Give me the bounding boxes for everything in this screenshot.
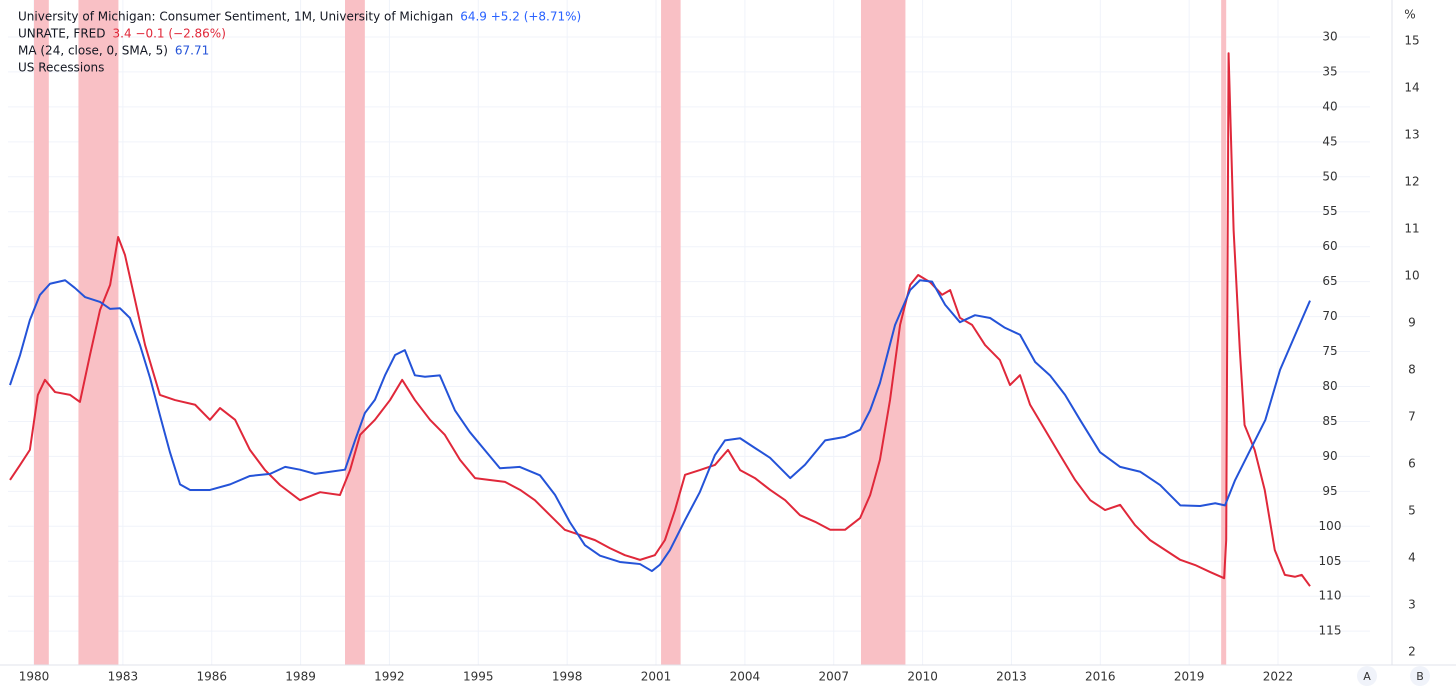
legend-label: UNRATE, FRED [18, 27, 106, 41]
x-tick-label: 1992 [374, 670, 405, 684]
x-tick-label: 1986 [196, 670, 227, 684]
y-tick-label: 100 [1319, 519, 1342, 533]
y2-tick-label: 3 [1408, 597, 1416, 611]
y2-tick-label: 15 [1404, 33, 1419, 47]
y-tick-label: 75 [1322, 344, 1337, 358]
recession-band [1221, 0, 1227, 665]
y-tick-label: 55 [1322, 204, 1337, 218]
x-tick-label: 1989 [285, 670, 316, 684]
x-tick-label: 2013 [996, 670, 1027, 684]
y-tick-label: 80 [1322, 379, 1337, 393]
recession-band [34, 0, 49, 665]
y-tick-label: 50 [1322, 169, 1337, 183]
y2-tick-label: 9 [1408, 315, 1416, 329]
y2-tick-label: 12 [1404, 174, 1419, 188]
y-tick-label: 40 [1322, 99, 1337, 113]
recession-band [661, 0, 681, 665]
y2-tick-label: 7 [1408, 409, 1416, 423]
y-tick-label: 35 [1322, 64, 1337, 78]
y2-tick-label: 2 [1408, 644, 1416, 658]
scale-button-label[interactable]: A [1363, 670, 1371, 683]
y2-tick-label: 8 [1408, 362, 1416, 376]
y2-tick-label: 5 [1408, 503, 1416, 517]
recession-band [78, 0, 119, 665]
y2-tick-label: 4 [1408, 550, 1416, 564]
scale-button[interactable] [1410, 666, 1430, 686]
y-tick-label: 65 [1322, 274, 1337, 288]
axes: 1980 1983 1986 1989 1992 1995 1998 2001 2004 2007… [19, 8, 1420, 684]
scale-button-label[interactable]: B [1416, 670, 1424, 683]
legend-label: University of Michigan: Consumer Sentime… [18, 10, 453, 24]
y-tick-label: 85 [1322, 414, 1337, 428]
series-line [9, 279, 1311, 573]
x-tick-label: 2016 [1085, 670, 1116, 684]
x-tick-label: 2022 [1263, 670, 1294, 684]
y-tick-label: 70 [1322, 309, 1337, 323]
y-tick-label: 60 [1322, 239, 1337, 253]
y-tick-label: 90 [1322, 449, 1337, 463]
scale-button[interactable] [1357, 666, 1377, 686]
y-tick-label: 105 [1319, 554, 1342, 568]
legend: University of Michigan: Consumer Sentime… [18, 10, 581, 75]
legend-readout: 3.4 −0.1 (−2.86%) [113, 27, 226, 41]
y2-tick-label: 10 [1404, 268, 1419, 282]
y-tick-label: 115 [1319, 624, 1342, 638]
x-tick-label: 2019 [1174, 670, 1205, 684]
recession-band [345, 0, 365, 665]
recession-band [860, 0, 906, 665]
series-lines [9, 52, 1311, 587]
y2-tick-label: 11 [1404, 221, 1419, 235]
x-tick-label: 1980 [19, 670, 50, 684]
x-tick-label: 2010 [907, 670, 938, 684]
y2-tick-label: 6 [1408, 456, 1416, 470]
x-tick-label: 1998 [552, 670, 583, 684]
y2-tick-label: 13 [1404, 127, 1419, 141]
x-tick-label: 2001 [641, 670, 672, 684]
grid [8, 0, 1370, 665]
x-tick-label: 2004 [730, 670, 761, 684]
y-tick-label: 95 [1322, 484, 1337, 498]
legend-readout: 67.71 [175, 44, 209, 58]
y-tick-label: 45 [1322, 134, 1337, 148]
x-tick-label: 2007 [818, 670, 849, 684]
x-tick-label: 1983 [108, 670, 139, 684]
series-line [9, 52, 1311, 587]
y-tick-label: 30 [1322, 29, 1337, 43]
y-tick-label: 110 [1319, 589, 1342, 603]
recession-bands [34, 0, 1227, 665]
legend-label: US Recessions [18, 61, 104, 75]
legend-readout: 64.9 +5.2 (+8.71%) [460, 10, 581, 24]
y2-tick-label: 14 [1404, 80, 1419, 94]
legend-label: MA (24, close, 0, SMA, 5) [18, 44, 168, 58]
x-tick-label: 1995 [463, 670, 494, 684]
y2-unit: % [1404, 8, 1415, 22]
